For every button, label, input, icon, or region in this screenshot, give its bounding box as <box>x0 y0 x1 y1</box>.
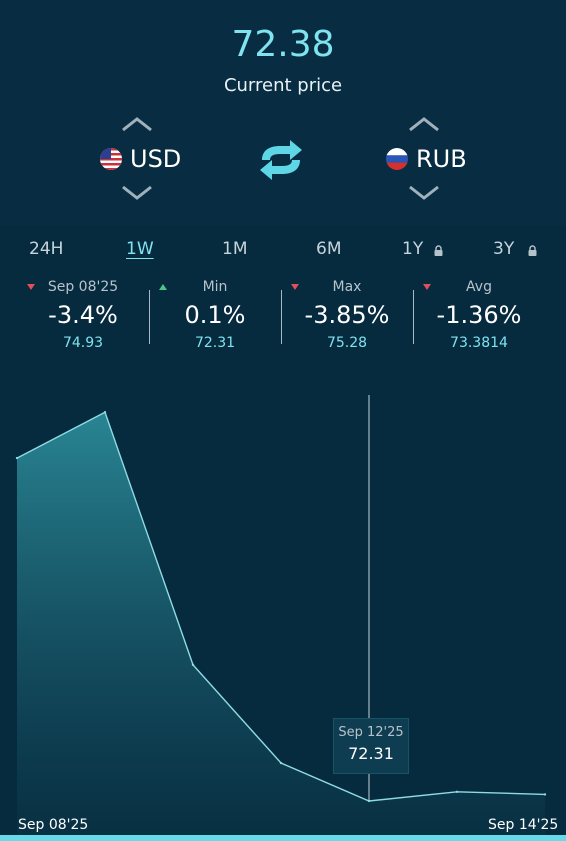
to-currency-selector[interactable]: RUB <box>386 143 467 175</box>
stat-label: Max <box>332 279 362 295</box>
lock-icon <box>528 245 537 256</box>
x-axis-start-label: Sep 08'25 <box>18 817 89 833</box>
stat-rate: 75.28 <box>326 335 368 351</box>
chart-area <box>17 412 545 835</box>
stat-label: Sep 08'25 <box>47 279 119 295</box>
chart-point <box>367 799 371 803</box>
from-currency-code: USD <box>130 145 182 173</box>
chart-tooltip: Sep 12'25 72.31 <box>333 718 409 774</box>
stat-divider <box>149 290 150 344</box>
current-price-label: Current price <box>223 75 343 96</box>
stat-start: Sep 08'25 -3.4% 74.93 <box>17 275 149 351</box>
us-flag-icon <box>100 148 122 170</box>
stat-value: -3.85% <box>304 301 390 329</box>
stat-rate: 72.31 <box>194 335 236 351</box>
stat-label: Min <box>202 279 228 295</box>
current-price-value: 72.38 <box>231 24 335 65</box>
stat-min: Min 0.1% 72.31 <box>149 275 281 351</box>
stat-rate: 74.93 <box>62 335 104 351</box>
trend-up-icon <box>159 284 167 290</box>
tab-3y[interactable]: 3Y <box>493 239 515 259</box>
tooltip-date: Sep 12'25 <box>338 725 404 740</box>
stat-label: Avg <box>466 279 492 295</box>
stat-rate: 73.3814 <box>450 335 508 351</box>
trend-down-icon <box>423 284 431 290</box>
stat-value: -1.36% <box>436 301 522 329</box>
to-currency-down-chevron-icon[interactable] <box>408 184 440 202</box>
chart-point <box>543 793 547 796</box>
stat-value: -3.4% <box>48 301 118 329</box>
chart-point <box>103 411 107 414</box>
chart-point <box>15 456 19 460</box>
from-currency-up-chevron-icon[interactable] <box>121 115 153 133</box>
trend-down-icon <box>291 284 299 290</box>
x-axis-end-label: Sep 14'25 <box>488 817 559 833</box>
lock-icon <box>434 245 443 256</box>
swap-arrows-icon[interactable] <box>256 138 306 182</box>
stats-row: Sep 08'25 -3.4% 74.93 Min 0.1% 72.31 Max… <box>0 275 566 355</box>
tab-1w[interactable]: 1W <box>126 239 154 259</box>
tooltip-value: 72.31 <box>348 744 394 763</box>
chart-point <box>191 663 195 667</box>
bottom-bar <box>0 835 566 841</box>
stat-avg: Avg -1.36% 73.3814 <box>413 275 545 351</box>
stat-divider <box>413 290 414 344</box>
chart-point <box>455 790 459 794</box>
from-currency-selector[interactable]: USD <box>100 143 181 175</box>
ru-flag-icon <box>386 148 408 170</box>
stat-max: Max -3.85% 75.28 <box>281 275 413 351</box>
stat-value: 0.1% <box>184 301 246 329</box>
to-currency-up-chevron-icon[interactable] <box>408 115 440 133</box>
tab-1y[interactable]: 1Y <box>402 239 424 259</box>
to-currency-code: RUB <box>416 145 467 173</box>
period-tabs: 24H 1W 1M 6M 1Y 3Y <box>0 225 566 273</box>
stat-divider <box>281 290 282 344</box>
chart-point <box>279 761 283 765</box>
trend-down-icon <box>27 284 35 290</box>
converter-header <box>0 0 566 225</box>
tab-1m[interactable]: 1M <box>222 239 248 259</box>
rate-area-chart[interactable] <box>0 360 566 841</box>
tab-24h[interactable]: 24H <box>29 239 64 259</box>
from-currency-down-chevron-icon[interactable] <box>121 184 153 202</box>
tab-6m[interactable]: 6M <box>316 239 342 259</box>
